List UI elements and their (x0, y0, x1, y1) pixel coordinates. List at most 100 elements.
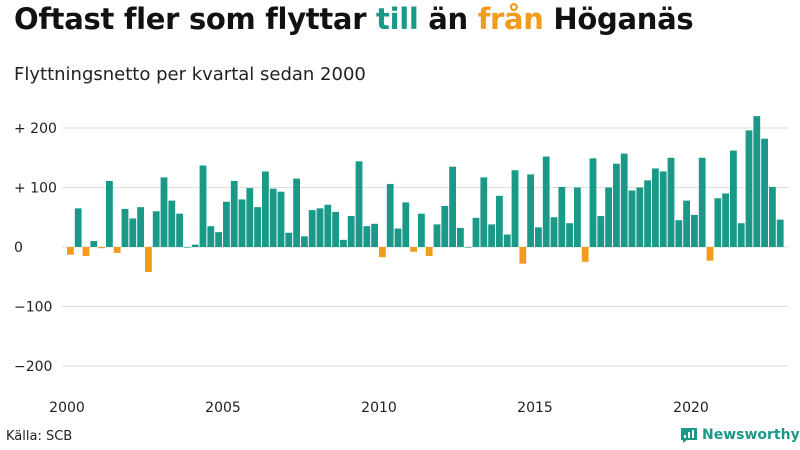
bar (285, 232, 293, 247)
bar (246, 188, 254, 247)
y-tick-label: −100 (14, 300, 52, 316)
y-tick-label: −200 (14, 359, 52, 375)
bar (480, 177, 488, 247)
bar (129, 218, 137, 247)
bar (620, 153, 628, 247)
bar (269, 188, 277, 247)
x-tick-label: 2010 (361, 400, 397, 416)
bar (316, 208, 324, 247)
bar (691, 214, 698, 247)
bar (425, 247, 433, 256)
y-tick-label: + 200 (14, 121, 57, 137)
bar (706, 247, 714, 261)
bar (636, 187, 644, 247)
bar (550, 217, 558, 247)
bar (581, 247, 589, 262)
bar (394, 228, 402, 247)
bar (145, 247, 152, 272)
bar (745, 130, 753, 247)
bar (113, 247, 121, 253)
bar (698, 157, 706, 247)
bar (441, 205, 449, 247)
bar (324, 204, 332, 247)
bar (82, 247, 90, 256)
bar (371, 223, 378, 247)
bar (737, 223, 745, 247)
bar (776, 219, 784, 247)
bar (566, 223, 573, 247)
bar (191, 244, 199, 247)
bar (152, 211, 160, 247)
bar (238, 199, 246, 247)
bar (168, 200, 176, 247)
bar (667, 157, 675, 247)
bar (137, 207, 144, 247)
brand-name: Newsworthy (702, 427, 800, 443)
bar (464, 247, 472, 248)
bar (308, 210, 316, 247)
bar (652, 168, 659, 247)
bar (340, 239, 347, 247)
bar (277, 191, 285, 247)
newsworthy-logo-icon (681, 428, 697, 443)
bar (558, 186, 566, 247)
bar (262, 171, 269, 247)
bar (402, 202, 410, 247)
bar (769, 186, 776, 247)
bar (496, 195, 503, 247)
source-label: Källa: SCB (6, 429, 73, 444)
bar (613, 163, 620, 247)
bar (730, 150, 737, 247)
bar (223, 201, 230, 247)
y-tick-label: 0 (14, 240, 23, 256)
bar (215, 232, 222, 247)
bar (589, 158, 597, 247)
bar (355, 161, 363, 247)
bar (301, 236, 308, 247)
bar (722, 193, 729, 247)
bar (67, 247, 74, 255)
bar (659, 171, 667, 247)
bar (90, 241, 98, 247)
bar (488, 224, 495, 247)
bar (379, 247, 386, 258)
x-tick-label: 2000 (49, 400, 85, 416)
bar (527, 174, 534, 247)
bar (160, 177, 168, 247)
title-part3: Höganäs (543, 2, 694, 36)
bar (410, 247, 417, 252)
x-tick-label: 2015 (517, 400, 553, 416)
brand-logo: Newsworthy (680, 426, 800, 444)
bar (207, 226, 215, 247)
bar (519, 247, 527, 264)
title-increase-word: till (376, 2, 419, 36)
chart-subtitle: Flyttningsnetto per kvartal sedan 2000 (14, 64, 366, 85)
bar (418, 213, 425, 247)
bar (675, 220, 683, 247)
bar (433, 224, 441, 247)
bar (106, 180, 113, 247)
title-decrease-word: från (477, 2, 544, 36)
bar (535, 227, 542, 247)
bar (457, 227, 464, 247)
bar (753, 116, 761, 247)
bar (293, 178, 300, 247)
bar (683, 200, 690, 247)
bar (121, 208, 129, 247)
y-tick-label: + 100 (14, 181, 57, 197)
x-tick-label: 2020 (673, 400, 709, 416)
title-part2: än (418, 2, 478, 36)
bar (542, 156, 550, 247)
bar (74, 208, 82, 247)
bar (230, 180, 238, 247)
bar (98, 247, 105, 249)
bar (184, 247, 191, 248)
bar (714, 198, 722, 247)
chart-title: Oftast fler som flyttar till än från Hög… (14, 2, 694, 36)
bar (176, 213, 183, 247)
bar (628, 190, 636, 247)
bar (472, 217, 480, 247)
bar (332, 211, 339, 247)
bar (511, 170, 519, 247)
